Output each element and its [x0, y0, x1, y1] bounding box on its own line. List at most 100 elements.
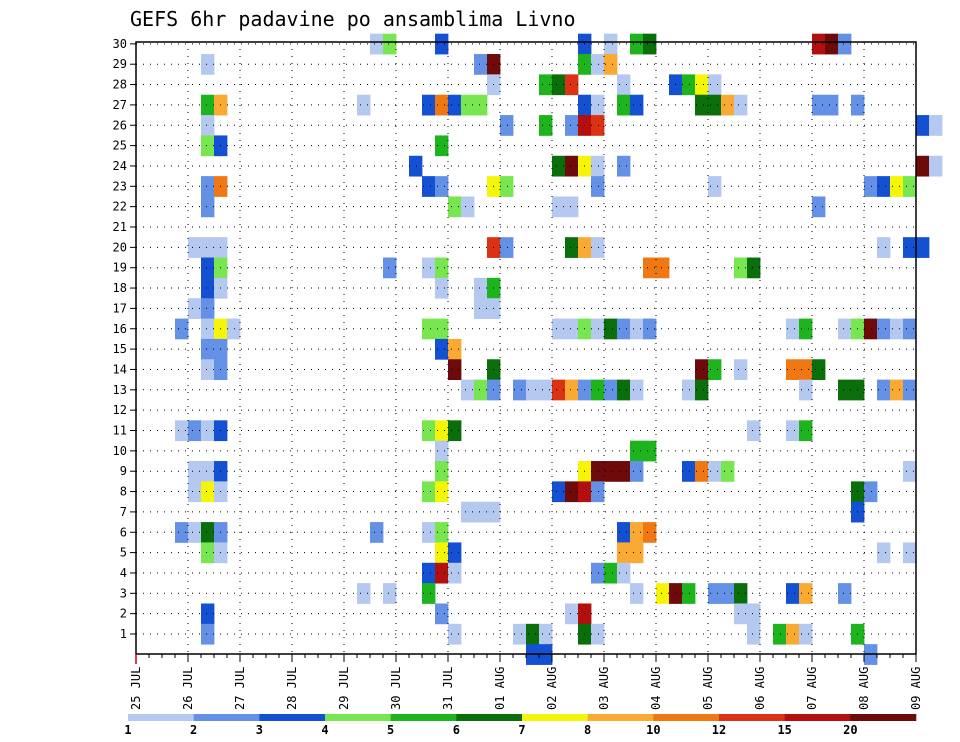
heatmap-cell — [461, 196, 475, 218]
dotted-grid — [136, 42, 916, 654]
heatmap-cell — [799, 420, 813, 442]
heatmap-cell — [695, 74, 709, 96]
heatmap-cell — [188, 522, 202, 543]
heatmap-cell — [357, 94, 371, 116]
y-tick-label: 12 — [113, 403, 127, 417]
heatmap-cell — [435, 94, 449, 116]
heatmap-cell — [747, 420, 761, 442]
heatmap-cell — [643, 440, 657, 462]
y-tick-label: 21 — [113, 220, 127, 234]
x-tick-label: 31 JUL — [441, 667, 455, 710]
heatmap-cell — [903, 318, 917, 340]
heatmap-cell — [175, 522, 189, 543]
heatmap-cell — [617, 318, 631, 340]
colorbar-segment — [128, 714, 194, 721]
heatmap-cell — [903, 237, 917, 258]
x-tick-label: 08 AUG — [857, 667, 871, 710]
heatmap-cell — [539, 115, 553, 136]
heatmap-cell — [500, 237, 514, 258]
heatmap-cell — [227, 318, 241, 340]
heatmap-cell — [695, 359, 709, 381]
x-tick-label: 25 JUL — [129, 667, 143, 710]
x-tick-label: 03 AUG — [597, 667, 611, 710]
colorbar-segment — [259, 714, 326, 721]
y-tick-label: 17 — [113, 301, 127, 315]
heatmap-cell — [565, 237, 579, 258]
heatmap-cell — [617, 379, 631, 401]
heatmap-cell — [643, 318, 657, 340]
colorbar-label: 12 — [712, 723, 726, 737]
heatmap-cell — [825, 94, 839, 116]
heatmap-cell — [643, 33, 657, 55]
y-tick-label: 22 — [113, 200, 127, 214]
heatmap-cell — [565, 115, 579, 136]
y-tick-label: 26 — [113, 118, 127, 132]
colorbar-segment — [850, 714, 917, 721]
x-tick-label: 01 AUG — [493, 667, 507, 710]
heatmap-cell — [435, 461, 449, 482]
heatmap-cell — [422, 94, 436, 116]
y-tick-label: 14 — [113, 362, 127, 376]
heatmap-cell — [812, 359, 826, 381]
heatmap-cell — [786, 583, 800, 604]
heatmap-cell — [552, 318, 566, 340]
heatmap-cell — [877, 542, 891, 564]
heatmap-cell — [422, 257, 436, 279]
heatmap-cell — [513, 379, 527, 401]
heatmap-cell — [435, 257, 449, 279]
heatmap-cell — [565, 155, 579, 177]
heatmap-cell — [422, 176, 436, 197]
heatmap-cell — [708, 176, 722, 197]
heatmap-cell — [591, 237, 605, 258]
heatmap-cell — [682, 379, 696, 401]
heatmap-cell — [604, 54, 618, 75]
heatmap-cell — [435, 481, 449, 503]
colorbar-label: 2 — [190, 723, 197, 737]
x-tick-label: 27 JUL — [233, 667, 247, 710]
heatmap-cell — [435, 176, 449, 197]
heatmap-cell — [435, 603, 449, 625]
heatmap-cell — [630, 583, 644, 604]
heatmap-cell — [201, 54, 215, 75]
heatmap-cell — [565, 603, 579, 625]
heatmap-cell — [435, 135, 449, 157]
y-tick-label: 8 — [120, 485, 127, 499]
x-tick-label: 09 AUG — [909, 667, 923, 710]
heatmap-cell — [565, 196, 579, 218]
heatmap-cell — [747, 603, 761, 625]
colorbar-segment — [193, 714, 260, 721]
heatmap-cell — [786, 623, 800, 645]
heatmap-cell — [643, 257, 657, 279]
heatmap-cell — [201, 257, 215, 279]
heatmap-cell — [630, 440, 644, 462]
heatmap-cell — [201, 196, 215, 218]
colorbar-segment — [587, 714, 654, 721]
heatmap-cell — [383, 33, 397, 55]
heatmap-cell — [799, 318, 813, 340]
heatmap-cell — [448, 359, 462, 381]
colorbar-segment — [719, 714, 785, 721]
heatmap-cell — [422, 522, 436, 543]
heatmap-cell — [591, 461, 605, 482]
heatmap-cell — [565, 481, 579, 503]
heatmap-cell — [201, 277, 215, 299]
y-tick-label: 23 — [113, 179, 127, 193]
heatmap-cell — [708, 94, 722, 116]
heatmap-cell — [617, 522, 631, 543]
heatmap-cell — [422, 420, 436, 442]
heatmap-cell — [812, 33, 826, 55]
heatmap-cell — [591, 54, 605, 75]
y-tick-label: 29 — [113, 57, 127, 71]
heatmap-cell — [903, 542, 917, 564]
colorbar-label: 15 — [777, 723, 791, 737]
heatmap-cell — [370, 522, 384, 543]
x-axis-date-labels: 25 JUL 26 JUL 27 JUL 28 JUL 29 JUL 30 JUL 31 J… — [129, 654, 923, 710]
y-tick-label: 28 — [113, 78, 127, 92]
heatmap-cell — [435, 440, 449, 462]
y-tick-label: 20 — [113, 240, 127, 254]
heatmap-cell — [916, 115, 930, 136]
heatmap-cell — [435, 420, 449, 442]
y-tick-label: 7 — [120, 505, 127, 519]
heatmap-cell — [474, 298, 488, 319]
heatmap-cell — [383, 257, 397, 279]
